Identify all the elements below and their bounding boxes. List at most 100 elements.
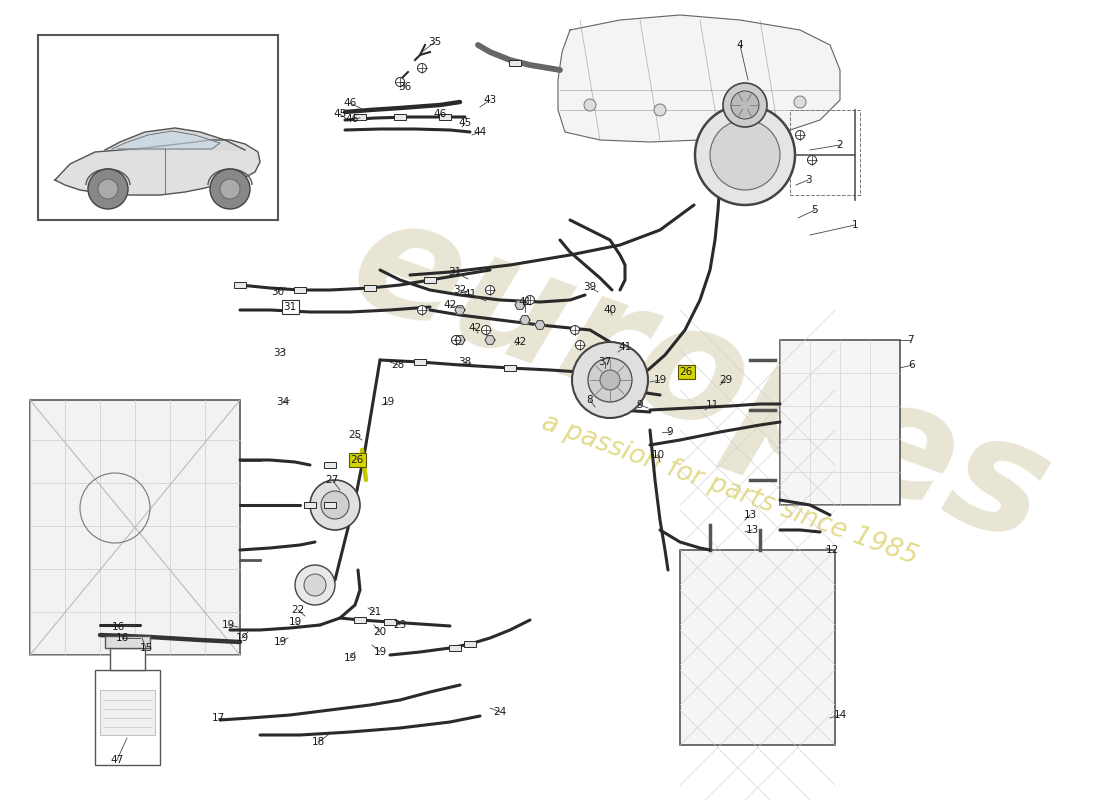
Circle shape <box>310 480 360 530</box>
Text: 34: 34 <box>276 397 289 407</box>
Circle shape <box>396 78 405 86</box>
Bar <box>39 35 278 220</box>
Bar <box>95 670 160 765</box>
Circle shape <box>485 286 495 294</box>
Text: 17: 17 <box>211 713 224 723</box>
Text: 16: 16 <box>111 622 124 632</box>
Circle shape <box>418 63 427 73</box>
Bar <box>104 636 150 648</box>
Polygon shape <box>558 15 840 142</box>
Text: a passion for parts since 1985: a passion for parts since 1985 <box>538 410 922 570</box>
Text: 19: 19 <box>343 653 356 663</box>
Text: 13: 13 <box>746 525 759 535</box>
Circle shape <box>571 326 580 334</box>
Bar <box>439 114 451 120</box>
Bar <box>324 502 336 508</box>
Circle shape <box>794 96 806 108</box>
Text: 41: 41 <box>618 342 631 352</box>
Text: 27: 27 <box>326 475 339 485</box>
Text: 19: 19 <box>288 617 301 627</box>
Text: 38: 38 <box>459 357 472 367</box>
Text: 25: 25 <box>349 430 362 440</box>
Text: 43: 43 <box>483 95 496 105</box>
Text: 10: 10 <box>651 450 664 460</box>
Circle shape <box>723 83 767 127</box>
Text: 42: 42 <box>443 300 456 310</box>
Text: 19: 19 <box>382 397 395 407</box>
Circle shape <box>710 120 780 190</box>
Text: 15: 15 <box>140 643 153 653</box>
Text: 20: 20 <box>373 627 386 637</box>
Text: 7: 7 <box>906 335 913 345</box>
Polygon shape <box>485 336 495 344</box>
Text: 31: 31 <box>449 267 462 277</box>
Text: 31: 31 <box>284 302 297 312</box>
Bar <box>504 365 516 371</box>
Bar <box>464 641 476 647</box>
Text: 44: 44 <box>473 127 486 137</box>
Circle shape <box>588 358 632 402</box>
Circle shape <box>584 99 596 111</box>
Circle shape <box>600 370 620 390</box>
Text: 9: 9 <box>637 400 644 410</box>
Text: 42: 42 <box>469 323 482 333</box>
Bar <box>110 648 145 670</box>
Bar <box>509 60 521 66</box>
Text: 40: 40 <box>604 305 617 315</box>
Bar <box>364 285 376 291</box>
Polygon shape <box>55 140 260 195</box>
Text: 35: 35 <box>428 37 441 47</box>
Polygon shape <box>515 301 525 310</box>
Text: 19: 19 <box>235 633 249 643</box>
Text: 36: 36 <box>398 82 411 92</box>
Text: 21: 21 <box>368 607 382 617</box>
Circle shape <box>795 130 804 139</box>
Bar <box>100 690 155 735</box>
Text: 46: 46 <box>343 98 356 108</box>
Text: 33: 33 <box>274 348 287 358</box>
Text: 19: 19 <box>653 375 667 385</box>
Bar <box>234 282 246 288</box>
Circle shape <box>482 326 491 334</box>
Bar <box>414 359 426 365</box>
Text: 5: 5 <box>812 205 818 215</box>
Text: 19: 19 <box>373 647 386 657</box>
Bar <box>424 277 436 283</box>
Circle shape <box>654 104 666 116</box>
Text: 23: 23 <box>394 620 407 630</box>
Text: 37: 37 <box>598 357 612 367</box>
Polygon shape <box>112 131 220 149</box>
Text: europes: europes <box>331 182 1069 578</box>
Bar <box>394 114 406 120</box>
Circle shape <box>526 295 535 305</box>
Bar <box>449 645 461 651</box>
Text: 41: 41 <box>518 297 531 307</box>
Text: 42: 42 <box>514 337 527 347</box>
Text: 29: 29 <box>719 375 733 385</box>
Text: 16: 16 <box>116 633 129 643</box>
Text: 41: 41 <box>463 289 476 299</box>
Bar <box>354 617 366 623</box>
Text: 13: 13 <box>744 510 757 520</box>
Text: 47: 47 <box>110 755 123 765</box>
Text: 19: 19 <box>274 637 287 647</box>
Text: 45: 45 <box>333 109 346 119</box>
Text: 14: 14 <box>834 710 847 720</box>
Text: 22: 22 <box>292 605 305 615</box>
Text: 26: 26 <box>351 455 364 465</box>
Bar <box>294 287 306 293</box>
Bar <box>680 550 835 745</box>
Circle shape <box>418 306 427 314</box>
Text: 18: 18 <box>311 737 324 747</box>
Polygon shape <box>535 321 544 330</box>
Text: 39: 39 <box>583 282 596 292</box>
Text: 9: 9 <box>667 427 673 437</box>
Text: 45: 45 <box>459 118 472 128</box>
Bar <box>324 462 336 468</box>
Polygon shape <box>455 306 465 314</box>
Circle shape <box>572 342 648 418</box>
Text: 24: 24 <box>494 707 507 717</box>
Circle shape <box>807 155 816 165</box>
Text: 3: 3 <box>805 175 812 185</box>
Text: 46: 46 <box>345 114 359 124</box>
